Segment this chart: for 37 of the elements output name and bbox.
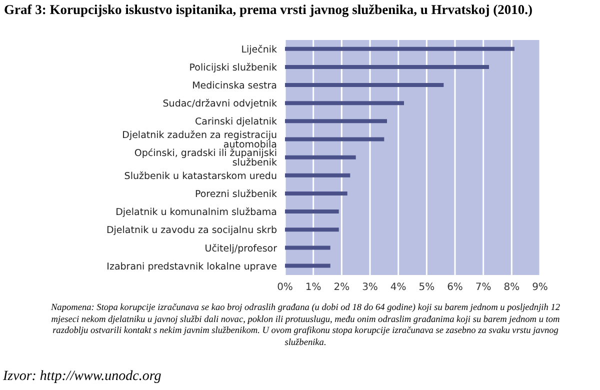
y-tick-label: Liječnik [241,44,278,56]
x-tick-label: 8% [504,282,520,294]
y-tick-label: Učitelj/profesor [204,243,278,254]
y-tick-label: Službenik u katastarskom uredu [124,170,277,182]
bar [285,64,489,69]
y-tick-label: Izabrani predstavnik lokalne uprave [106,261,278,272]
y-tick-label: Carinski djelatnik [195,116,278,128]
bar [285,246,330,250]
y-tick-label: Djelatnik u komunalnim službama [116,207,277,218]
bar [285,210,339,214]
bar [285,228,339,232]
y-tick-label: Medicinska sestra [192,80,277,92]
x-tick-label: 2% [334,282,350,294]
x-tick-label: 1% [305,282,322,294]
text: Napomena: Stopa korupcije izračunava se kao broj odraslih građana (u dobi od 18 do 64 godine) koji su barem jednom u posljednjih 12 mjeseci nekom djelatniku u javnoj službi dali novac, poklon ili protuuslugu, među onim odraslim građanima koji su barem jednom u tom razdoblju ostvarili kontakt s nekim javnim službenikom. U ovom grafikonu stopa korupcije izračunava se zasebno za svaku vrstu javnog službenika. [50,303,562,349]
chart-title: Graf 3: Korupcijsko iskustvo ispitanika, prema vrsti javnog službenika, u Hrvatskoj (2010.) [4,2,534,18]
x-tick-label: 0% [277,282,293,294]
bar [285,83,444,88]
x-tick-label: 3% [362,282,378,294]
text: Izvor: http://www.unodc.org [3,369,162,385]
x-tick-label: 9% [532,282,548,294]
x-tick-label: 5% [418,282,435,294]
bar [285,101,404,106]
y-tick-label: Porezni službenik [194,189,278,200]
bar [285,264,330,268]
bar [285,173,350,178]
bar [285,46,514,51]
x-tick-label: 6% [447,282,463,294]
bar [285,191,348,196]
x-tick-label: 7% [475,282,492,294]
y-tick-label: Sudac/državni odvjetnik [162,98,278,110]
bar [285,137,384,142]
x-tick-label: 4% [390,282,406,294]
y-tick-label: Djelatnik u zavodu za socijalnu skrb [106,225,277,236]
bar [285,119,387,124]
y-tick-label: Policijski službenik [189,62,278,74]
bar [285,155,356,160]
